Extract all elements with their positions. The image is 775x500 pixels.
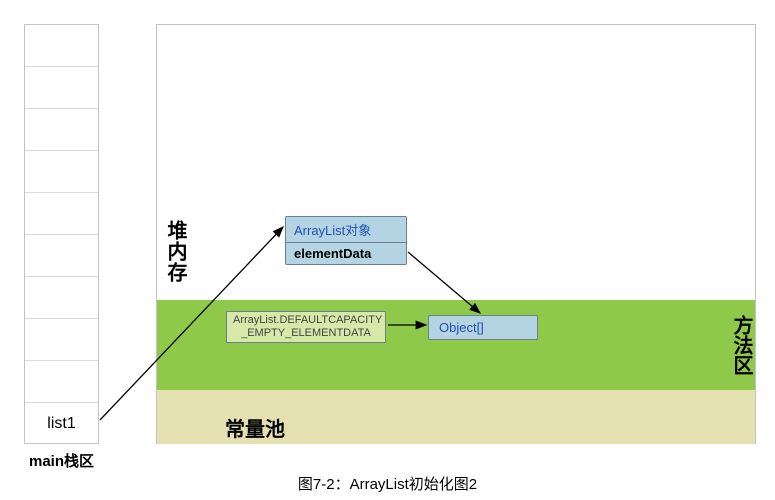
- default-capacity-line1: ArrayList.DEFAULTCAPACITY: [233, 314, 379, 327]
- stack-cell: [25, 361, 98, 403]
- arraylist-box-title: ArrayList对象: [286, 217, 406, 243]
- stack-cell: [25, 277, 98, 319]
- stack-cell: [25, 319, 98, 361]
- arraylist-box-field: elementData: [286, 243, 406, 264]
- figure-caption: 图7-2：ArrayList初始化图2: [0, 473, 775, 494]
- stack-area: list1: [24, 24, 99, 444]
- stack-label: main栈区: [24, 450, 99, 471]
- stack-cell-list1: list1: [25, 403, 98, 445]
- object-array-label: Object[]: [439, 320, 484, 335]
- method-area-label: 方法区: [727, 315, 756, 375]
- heap-label: 堆内存: [161, 220, 190, 283]
- stack-cell: [25, 193, 98, 235]
- heap-area: [156, 24, 756, 444]
- default-capacity-line2: _EMPTY_ELEMENTDATA: [233, 327, 379, 340]
- stack-cell: [25, 109, 98, 151]
- stack-cell: [25, 25, 98, 67]
- stack-cell: [25, 67, 98, 109]
- object-array-box: Object[]: [428, 315, 538, 340]
- stack-cell: [25, 235, 98, 277]
- arraylist-box: ArrayList对象 elementData: [285, 216, 407, 265]
- stack-cell: [25, 151, 98, 193]
- constant-pool-label: 常量池: [225, 413, 285, 442]
- default-capacity-box: ArrayList.DEFAULTCAPACITY _EMPTY_ELEMENT…: [226, 311, 386, 343]
